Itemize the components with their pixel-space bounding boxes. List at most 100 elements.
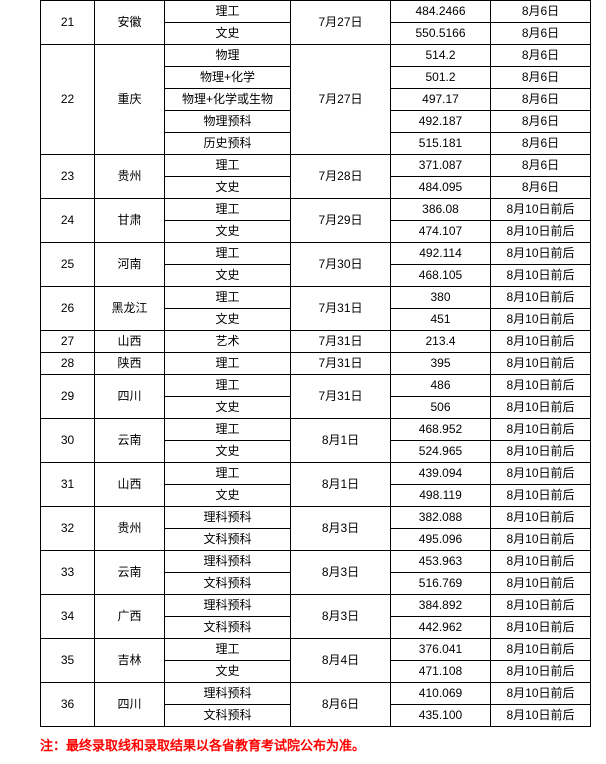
cell-date: 8月6日 [291, 683, 391, 727]
cell-type: 理工 [165, 463, 291, 485]
table-row: 34广西理科预科8月3日384.8928月10日前后 [41, 595, 591, 617]
cell-type: 文史 [165, 309, 291, 331]
cell-note: 8月10日前后 [491, 309, 591, 331]
table-row: 35吉林理工8月4日376.0418月10日前后 [41, 639, 591, 661]
cell-note: 8月10日前后 [491, 463, 591, 485]
cell-type: 理科预科 [165, 551, 291, 573]
cell-score: 492.187 [391, 111, 491, 133]
cell-note: 8月10日前后 [491, 485, 591, 507]
cell-score: 468.952 [391, 419, 491, 441]
cell-note: 8月10日前后 [491, 529, 591, 551]
cell-date: 8月3日 [291, 595, 391, 639]
cell-type: 理科预科 [165, 683, 291, 705]
cell-type: 文科预科 [165, 617, 291, 639]
cell-note: 8月10日前后 [491, 705, 591, 727]
cell-type: 文史 [165, 661, 291, 683]
table-row: 26黑龙江理工7月31日3808月10日前后 [41, 287, 591, 309]
cell-score: 495.096 [391, 529, 491, 551]
cell-note: 8月6日 [491, 67, 591, 89]
cell-date: 7月31日 [291, 375, 391, 419]
cell-score: 213.4 [391, 331, 491, 353]
cell-type: 理工 [165, 199, 291, 221]
table-row: 31山西理工8月1日439.0948月10日前后 [41, 463, 591, 485]
cell-score: 524.965 [391, 441, 491, 463]
cell-index: 29 [41, 375, 95, 419]
cell-index: 35 [41, 639, 95, 683]
cell-note: 8月6日 [491, 89, 591, 111]
cell-note: 8月10日前后 [491, 441, 591, 463]
table-row: 22重庆物理7月27日514.28月6日 [41, 45, 591, 67]
cell-note: 8月10日前后 [491, 551, 591, 573]
cell-index: 27 [41, 331, 95, 353]
cell-score: 386.08 [391, 199, 491, 221]
cell-date: 7月30日 [291, 243, 391, 287]
table-row: 33云南理科预科8月3日453.9638月10日前后 [41, 551, 591, 573]
cell-note: 8月10日前后 [491, 639, 591, 661]
cell-score: 550.5166 [391, 23, 491, 45]
cell-type: 物理+化学或生物 [165, 89, 291, 111]
cell-province: 重庆 [95, 45, 165, 155]
cell-score: 506 [391, 397, 491, 419]
cell-note: 8月10日前后 [491, 287, 591, 309]
cell-note: 8月10日前后 [491, 573, 591, 595]
table-row: 21安徽理工7月27日484.24668月6日 [41, 1, 591, 23]
cell-index: 24 [41, 199, 95, 243]
table-row: 28陕西理工7月31日3958月10日前后 [41, 353, 591, 375]
cell-score: 435.100 [391, 705, 491, 727]
cell-type: 理工 [165, 243, 291, 265]
cell-province: 云南 [95, 551, 165, 595]
cell-score: 515.181 [391, 133, 491, 155]
cell-note: 8月10日前后 [491, 507, 591, 529]
cell-note: 8月10日前后 [491, 375, 591, 397]
table-row: 27山西艺术7月31日213.48月10日前后 [41, 331, 591, 353]
cell-province: 贵州 [95, 507, 165, 551]
cell-province: 安徽 [95, 1, 165, 45]
footer-note: 注：最终录取线和录取结果以各省教育考试院公布为准。 [40, 735, 606, 754]
cell-type: 理工 [165, 639, 291, 661]
cell-score: 376.041 [391, 639, 491, 661]
cell-type: 文科预科 [165, 573, 291, 595]
table-row: 25河南理工7月30日492.1148月10日前后 [41, 243, 591, 265]
cell-type: 理工 [165, 375, 291, 397]
cell-note: 8月6日 [491, 111, 591, 133]
cell-score: 501.2 [391, 67, 491, 89]
cell-note: 8月6日 [491, 155, 591, 177]
cell-index: 32 [41, 507, 95, 551]
cell-score: 382.088 [391, 507, 491, 529]
cell-type: 理科预科 [165, 507, 291, 529]
table-row: 23贵州理工7月28日371.0878月6日 [41, 155, 591, 177]
cell-province: 甘肃 [95, 199, 165, 243]
cell-type: 文史 [165, 23, 291, 45]
cell-note: 8月10日前后 [491, 243, 591, 265]
cell-note: 8月10日前后 [491, 397, 591, 419]
cell-score: 453.963 [391, 551, 491, 573]
cell-score: 371.087 [391, 155, 491, 177]
cell-note: 8月10日前后 [491, 199, 591, 221]
cell-type: 文史 [165, 397, 291, 419]
cell-note: 8月10日前后 [491, 683, 591, 705]
cell-type: 文史 [165, 221, 291, 243]
cell-date: 8月1日 [291, 419, 391, 463]
cell-province: 云南 [95, 419, 165, 463]
cell-date: 7月31日 [291, 331, 391, 353]
cell-index: 34 [41, 595, 95, 639]
cell-type: 理工 [165, 1, 291, 23]
cell-note: 8月6日 [491, 1, 591, 23]
cell-score: 484.095 [391, 177, 491, 199]
cell-date: 7月31日 [291, 353, 391, 375]
cell-province: 广西 [95, 595, 165, 639]
cell-index: 36 [41, 683, 95, 727]
cell-note: 8月10日前后 [491, 265, 591, 287]
cell-type: 理科预科 [165, 595, 291, 617]
cell-index: 25 [41, 243, 95, 287]
cell-type: 物理 [165, 45, 291, 67]
cell-note: 8月6日 [491, 45, 591, 67]
cell-score: 380 [391, 287, 491, 309]
cell-note: 8月6日 [491, 133, 591, 155]
cell-province: 吉林 [95, 639, 165, 683]
cell-score: 451 [391, 309, 491, 331]
cell-type: 理工 [165, 155, 291, 177]
cell-score: 514.2 [391, 45, 491, 67]
cell-date: 8月1日 [291, 463, 391, 507]
admissions-table: 21安徽理工7月27日484.24668月6日文史550.51668月6日22重… [40, 0, 591, 727]
